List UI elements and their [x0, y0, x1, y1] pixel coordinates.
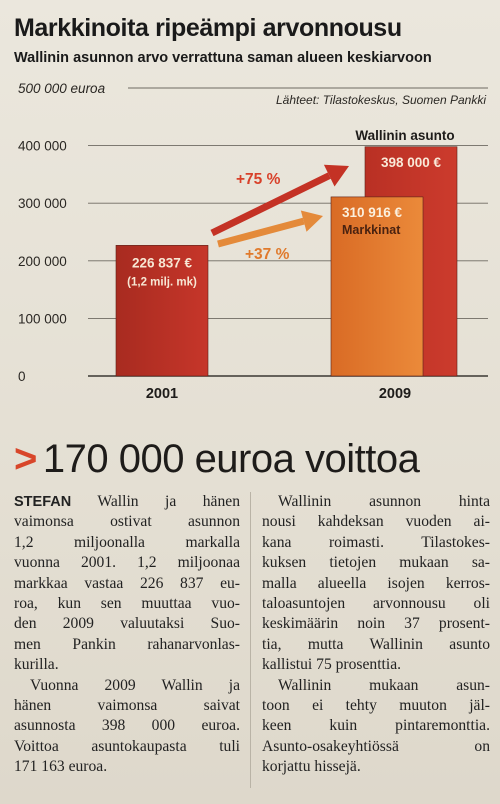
growth-arrow-market [217, 210, 323, 248]
article-paragraph: Wallinin asunnon hinta nousi kahdeksan vu… [262, 492, 490, 676]
text-line: 1,2 miljoonalla markalla [14, 533, 240, 551]
growth-arrow-wallin-head [323, 164, 349, 187]
lead-name: STEFAN [14, 494, 72, 510]
growth-arrow-market-shaft [217, 217, 305, 248]
text-line: Vuonna 2009 Wallin ja [30, 676, 240, 694]
text-line: den 2009 valuutaksi Suo- [14, 615, 240, 633]
text-line: keskimäärin noin 37 prosent- [262, 615, 490, 633]
article-title-text: 170 000 euroa voittoa [42, 437, 420, 481]
text-line: vuonna 2001. 1,2 miljoonaa [14, 554, 240, 572]
article-paragraph: Wallinin mukaan asun-toon ei tehty muuto… [262, 676, 490, 778]
text-line: keen kuin pintaremonttia. [262, 717, 490, 735]
y-tick-label: 300 000 [18, 196, 67, 211]
chart-source: Lähteet: Tilastokeskus, Suomen Pankki [276, 93, 486, 107]
text-line: Voittoa asuntokaupasta tuli [14, 737, 240, 755]
text-line: roa, kun sen muuttaa vuo- [14, 595, 240, 613]
y-tick-label: 400 000 [18, 139, 67, 154]
y-tick-label: 100 000 [18, 311, 67, 326]
bar-value-label: 398 000 € [381, 155, 442, 170]
y-tick-label: 500 000 euroa [18, 81, 106, 96]
bar-series-label: Wallinin asunto [355, 128, 454, 143]
growth-arrow-market-head [300, 210, 323, 232]
value-bar-chart: 0 100 000 200 000 300 000 400 000 500 000 eur… [18, 81, 488, 402]
title-chevron-icon: > [14, 437, 37, 481]
text-line: markkaa vastaa 226 837 eu- [14, 574, 240, 592]
growth-arrow-wallin [210, 164, 349, 237]
annotation-label: +37 % [245, 246, 290, 263]
y-tick-label: 0 [18, 369, 26, 384]
text-line: korjattu hissejä. [262, 758, 361, 776]
text-line: vaimonsa ostivat asunnon [14, 513, 240, 531]
article-column-right: Wallinin asunnon hinta nousi kahdeksan vu… [262, 492, 490, 778]
text-line: Wallinin mukaan asun- [278, 676, 490, 694]
text-line: STEFAN Wallin ja hänen [14, 493, 240, 510]
text-line: Wallinin asunnon hinta [278, 493, 490, 510]
bar-sub-label: Markkinat [342, 223, 401, 237]
text-line: toon ei tehty muuton jäl- [262, 697, 490, 715]
bar-2009-1 [330, 196, 424, 377]
bar-value-label: 310 916 € [342, 205, 403, 220]
text-line: 171 163 euroa. [14, 758, 108, 776]
annotation-label: +75 % [236, 171, 281, 188]
bar-value-label: 226 837 € [132, 255, 193, 270]
text-line: tia, mutta Wallinin asunto [262, 635, 490, 653]
text-line: kurilla. [14, 656, 59, 674]
text-line: kallistui 75 prosenttia. [262, 656, 402, 674]
text-line: men Pankin rahanarvonlas- [14, 635, 240, 653]
growth-arrow-wallin-shaft [210, 172, 331, 237]
text-line: hänen vaimonsa saivat [14, 697, 240, 715]
y-tick-label: 200 000 [18, 254, 67, 269]
x-tick-label: 2001 [146, 386, 178, 402]
text-line: kuksen tietojen mukaan sa- [262, 554, 490, 572]
subheadline: Wallinin asunnon arvo verrattuna saman a… [14, 50, 432, 66]
article-paragraph: Vuonna 2009 Wallin ja hänen vaimonsa saiv… [14, 676, 240, 778]
headline: Markkinoita ripeämpi arvonnousu [14, 14, 402, 42]
text-line: malla alueella isojen kerros- [262, 574, 490, 592]
article-column-left: STEFAN Wallin ja hänen vaimonsa ostivat a… [14, 492, 240, 778]
bar-2001-0 [115, 245, 209, 377]
text-line: nousi kahdeksan vuoden ai- [262, 513, 490, 531]
bar-sub-label: (1,2 milj. mk) [127, 276, 197, 288]
text-line: kana roimasti. Tilastokes- [262, 533, 490, 551]
column-divider [250, 492, 251, 788]
text-line: Asunto-osakeyhtiössä on [262, 737, 490, 755]
x-tick-label: 2009 [379, 386, 411, 402]
text-line: taloasuntojen arvonnousu oli [262, 595, 490, 613]
article-paragraph: STEFAN Wallin ja hänen vaimonsa ostivat a… [14, 492, 240, 676]
article-title: >170 000 euroa voittoa [14, 437, 420, 482]
text-line: asunnosta 398 000 euroa. [14, 717, 240, 735]
